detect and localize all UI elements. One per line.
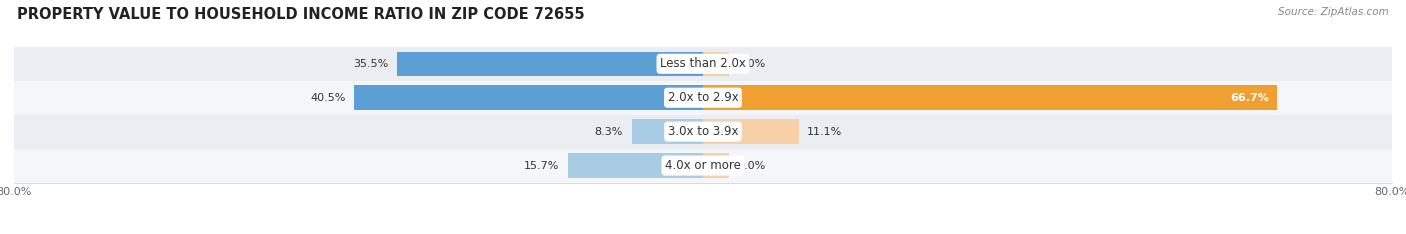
Text: Source: ZipAtlas.com: Source: ZipAtlas.com [1278,7,1389,17]
Text: 35.5%: 35.5% [353,59,388,69]
Bar [703,119,799,144]
Bar [703,153,728,178]
Text: Less than 2.0x: Less than 2.0x [659,57,747,70]
Text: 15.7%: 15.7% [524,161,560,171]
Bar [14,149,1392,183]
Bar [703,85,1278,110]
Bar [568,153,703,178]
Bar [631,119,703,144]
Legend: Without Mortgage, With Mortgage: Without Mortgage, With Mortgage [582,232,824,234]
Bar [14,115,1392,149]
Text: 66.7%: 66.7% [1230,93,1268,103]
Bar [703,51,728,76]
Bar [14,47,1392,81]
Text: 0.0%: 0.0% [738,161,766,171]
Bar [14,81,1392,115]
Text: 3.0x to 3.9x: 3.0x to 3.9x [668,125,738,138]
Text: 2.0x to 2.9x: 2.0x to 2.9x [668,91,738,104]
Text: 4.0x or more: 4.0x or more [665,159,741,172]
Bar [354,85,703,110]
Text: PROPERTY VALUE TO HOUSEHOLD INCOME RATIO IN ZIP CODE 72655: PROPERTY VALUE TO HOUSEHOLD INCOME RATIO… [17,7,585,22]
Text: 0.0%: 0.0% [738,59,766,69]
Text: 40.5%: 40.5% [311,93,346,103]
Text: 11.1%: 11.1% [807,127,842,137]
Text: 8.3%: 8.3% [595,127,623,137]
Bar [398,51,703,76]
